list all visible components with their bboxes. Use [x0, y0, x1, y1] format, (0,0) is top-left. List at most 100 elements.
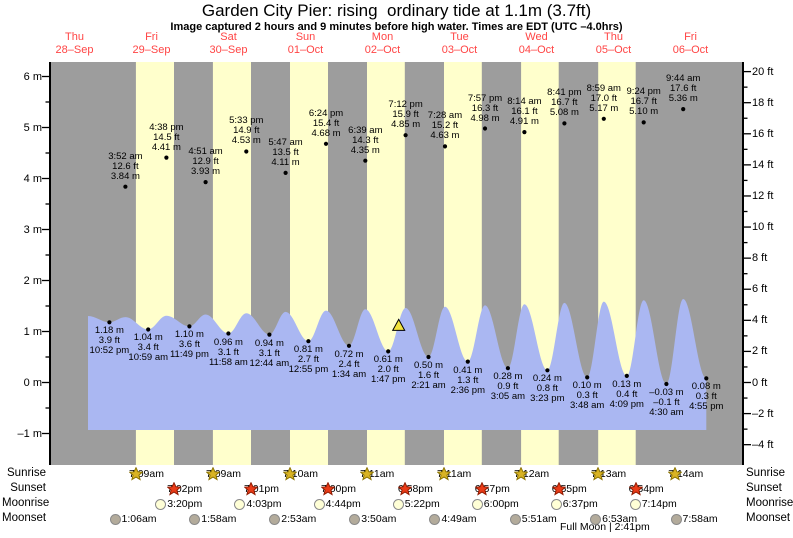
moonset-time: 1:58am	[201, 513, 237, 525]
sunrise-event: 7:11am	[437, 467, 471, 481]
moonset-time: 7:58am	[682, 513, 718, 525]
low-tide-annotation: 0.28 m 0.9 ft 3:05 am	[490, 371, 526, 403]
moonrise-icon	[234, 498, 246, 510]
sunset-event: 6:57pm	[474, 482, 510, 496]
tide-point	[442, 144, 448, 149]
high-tide-annotation: 3:52 am 12.6 ft 3.84 m	[108, 150, 143, 182]
tide-point	[624, 373, 629, 378]
moonrise-time: 6:00pm	[483, 498, 519, 510]
low-tide-annotation: 0.41 m 1.3 ft 2:36 pm	[450, 364, 485, 396]
moonrise-icon	[392, 498, 405, 510]
sunrise-row-label-left: Sunrise	[7, 467, 46, 479]
day-label-sun-01Oct: Sun 01–Oct	[287, 31, 324, 56]
sunset-row-label-right: Sunset	[746, 482, 782, 494]
moonrise-event: 6:00pm	[471, 497, 519, 511]
sunset-event: 7:02pm	[167, 482, 202, 496]
right-axis-label: –4 ft	[752, 438, 774, 451]
low-tide-annotation: 1.04 m 3.4 ft 10:59 am	[128, 332, 169, 364]
moonset-icon	[429, 513, 441, 525]
sunrise-event: 7:10am	[282, 467, 318, 481]
moonset-row-label-left: Moonset	[2, 512, 47, 524]
full-moon-time: 2:41pm	[614, 521, 650, 533]
tide-point	[545, 368, 550, 373]
sunset-row-label-left: Sunset	[10, 482, 46, 494]
tide-point	[306, 339, 311, 344]
day-label-mon-02Oct: Mon 02–Oct	[364, 31, 401, 56]
tide-point	[681, 107, 686, 112]
current-time-marker	[391, 318, 406, 331]
left-axis-label: 1 m	[23, 325, 42, 338]
moonset-time: 1:06am	[121, 513, 157, 525]
moonset-icon	[269, 513, 281, 525]
right-axis-label: –2 ft	[752, 407, 774, 420]
tide-point	[505, 366, 510, 371]
sunset-event: 6:55pm	[551, 482, 587, 496]
moonset-icon	[349, 513, 361, 525]
low-tide-annotation: 1.18 m 3.9 ft 10:52 pm	[89, 325, 130, 357]
tide-point	[641, 120, 646, 125]
tide-point	[601, 116, 606, 121]
moonset-icon	[109, 513, 122, 525]
tide-point	[323, 141, 329, 146]
day-label-thu-28Sep: Thu 28–Sep	[55, 31, 94, 56]
right-axis-label: 10 ft	[752, 221, 774, 234]
right-axis-label: 0 ft	[752, 376, 768, 389]
low-tide-annotation: 0.81 m 2.7 ft 12:55 pm	[288, 344, 329, 376]
right-axis-label: 20 ft	[752, 65, 774, 78]
moonset-event: 4:49am	[429, 512, 476, 526]
full-moon-note: Full Moon | 2:41pm	[560, 521, 650, 533]
moonset-event: 5:51am	[509, 512, 557, 526]
moonrise-time: 4:44pm	[325, 498, 361, 510]
day-label-fri-29Sep: Fri 29–Sep	[132, 31, 171, 56]
moonset-event: 1:06am	[109, 512, 157, 526]
low-tide-annotation: 0.24 m 0.8 ft 3:23 pm	[530, 373, 565, 405]
tide-point	[187, 324, 192, 329]
sunrise-event: 7:09am	[205, 467, 241, 481]
moonrise-time: 4:03pm	[246, 498, 282, 510]
sunrise-event: 7:11am	[360, 467, 394, 481]
high-tide-annotation: 4:38 pm 14.5 ft 4.41 m	[149, 121, 184, 153]
tide-point	[704, 376, 709, 381]
right-axis-label: 16 ft	[752, 127, 774, 140]
high-tide-annotation: 6:24 pm 15.4 ft 4.68 m	[308, 107, 344, 139]
sunrise-row-label-right: Sunrise	[746, 467, 785, 479]
day-label-fri-06Oct: Fri 06–Oct	[672, 31, 709, 56]
moonset-time: 6:53am	[602, 513, 638, 525]
moonset-event: 7:58am	[670, 512, 718, 526]
high-tide-annotation: 6:39 am 14.3 ft 4.35 m	[348, 124, 383, 156]
tide-point	[403, 133, 408, 138]
low-tide-annotation: 0.72 m 2.4 ft 1:34 am	[331, 348, 367, 380]
tide-point	[203, 180, 208, 185]
sunrise-event: 7:09am	[128, 467, 164, 481]
moonrise-time: 5:22pm	[404, 498, 440, 510]
high-tide-annotation: 9:24 pm 16.7 ft 5.10 m	[626, 86, 661, 118]
sunrise-event: 7:13am	[591, 467, 626, 481]
moonrise-icon	[471, 498, 484, 510]
moonrise-row-label-right: Moonrise	[746, 497, 793, 509]
moonrise-row-label-left: Moonrise	[2, 497, 50, 509]
high-tide-annotation: 8:41 pm 16.7 ft 5.08 m	[547, 87, 582, 119]
left-axis-label: 4 m	[23, 172, 42, 185]
page-title: Garden City Pier: rising ordinary tide a…	[201, 1, 592, 20]
right-axis-label: 12 ft	[752, 189, 774, 202]
moonrise-event: 3:20pm	[155, 497, 202, 511]
sunrise-event: 7:12am	[514, 467, 549, 481]
tide-point	[164, 155, 169, 160]
tide-point	[585, 375, 590, 380]
tide-point	[363, 158, 368, 163]
day-label-sat-30Sep: Sat 30–Sep	[209, 31, 248, 56]
high-tide-annotation: 8:14 am 16.1 ft 4.91 m	[507, 96, 542, 128]
tide-point	[386, 349, 391, 354]
moonset-icon	[509, 513, 522, 525]
moonrise-event: 7:14pm	[629, 497, 677, 511]
high-tide-annotation: 4:51 am 12.9 ft 3.93 m	[188, 146, 223, 178]
low-tide-annotation: 0.61 m 2.0 ft 1:47 pm	[371, 354, 406, 386]
tide-point	[283, 170, 288, 175]
moonset-event: 1:58am	[189, 512, 236, 526]
moonset-icon	[670, 513, 683, 525]
low-tide-annotation: 0.96 m 3.1 ft 11:58 am	[208, 336, 248, 368]
left-axis-label: 2 m	[23, 274, 42, 287]
moonset-icon	[189, 513, 201, 525]
tide-curve-area	[88, 299, 707, 430]
left-axis-label: –1 m	[17, 427, 42, 440]
